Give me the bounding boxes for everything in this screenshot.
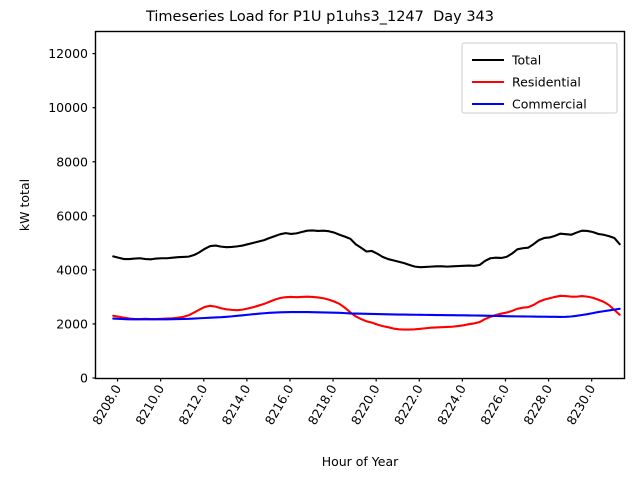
series-line-total — [112, 229, 621, 269]
x-tick-label: 8220.0 — [348, 382, 383, 427]
chart-title: Timeseries Load for P1U p1uhs3_1247 Day … — [145, 9, 495, 25]
x-tick-label: 8212.0 — [175, 382, 210, 427]
y-axis-label: kW total — [17, 179, 32, 231]
legend-label-commercial: Commercial — [512, 97, 587, 112]
x-tick-label: 8222.0 — [391, 382, 426, 427]
data-series-group — [112, 229, 621, 331]
x-tick-label: 8230.0 — [563, 382, 598, 427]
y-tick-label: 0 — [80, 371, 88, 386]
y-tick-label: 2000 — [56, 316, 88, 331]
y-tick-label: 6000 — [56, 208, 88, 223]
axes-spines — [94, 30, 626, 380]
x-tick-label: 8224.0 — [434, 382, 469, 427]
chart-legend: Total Residential Commercial — [461, 42, 618, 114]
x-axis-label: Hour of Year — [322, 454, 399, 469]
legend-label-residential: Residential — [512, 75, 581, 90]
series-line-residential — [112, 294, 621, 331]
x-tick-label: 8214.0 — [219, 382, 254, 427]
legend-label-total: Total — [511, 53, 541, 68]
x-axis-ticks: 8208.0 8210.0 8212.0 8214.0 8216.0 8218.0 8220… — [89, 378, 598, 427]
x-tick-label: 8208.0 — [89, 382, 124, 427]
y-tick-label: 12000 — [48, 46, 88, 61]
axis-labels: kW total Hour of Year — [17, 179, 399, 469]
y-axis-ticks: 0 2000 4000 6000 8000 10000 12000 — [48, 46, 96, 386]
y-tick-label: 10000 — [48, 100, 88, 115]
series-line-commercial — [112, 307, 621, 321]
x-tick-label: 8226.0 — [477, 382, 512, 427]
x-tick-label: 8216.0 — [262, 382, 297, 427]
y-tick-label: 8000 — [56, 154, 88, 169]
x-tick-label: 8218.0 — [305, 382, 340, 427]
y-tick-label: 4000 — [56, 262, 88, 277]
x-tick-label: 8210.0 — [132, 382, 167, 427]
x-tick-label: 8228.0 — [520, 382, 555, 427]
